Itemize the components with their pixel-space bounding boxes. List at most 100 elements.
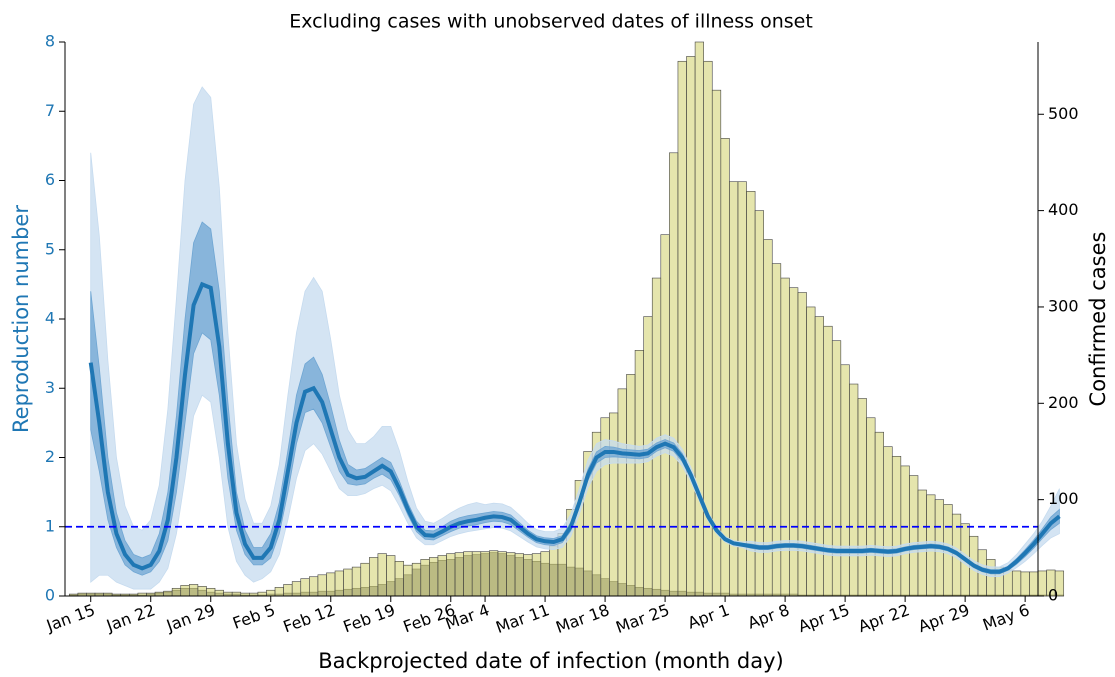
bar [746, 191, 756, 597]
y2-tick-label: 500 [1048, 104, 1079, 123]
bar [351, 566, 362, 597]
bar [377, 553, 387, 597]
bar [214, 589, 224, 597]
bar [480, 551, 490, 597]
bar [626, 374, 636, 597]
bar [523, 554, 533, 597]
y2-axis-label: Confirmed cases [1086, 232, 1110, 407]
bar [300, 578, 310, 597]
bar [334, 570, 344, 597]
bar [189, 584, 199, 597]
bar [1054, 570, 1065, 597]
x-axis-label: Backprojected date of infection (month d… [318, 649, 784, 673]
bar [549, 545, 559, 597]
r-line [88, 281, 1061, 574]
x-tick-label: Apr 15 [796, 600, 852, 636]
bar [171, 587, 182, 597]
bar [403, 564, 413, 597]
bar [669, 152, 679, 597]
x-tick-label: Mar 11 [493, 600, 552, 637]
bar [1037, 570, 1047, 597]
credible-band [90, 221, 1060, 576]
y2-tick-label: 200 [1048, 393, 1079, 412]
x-tick-label: Apr 29 [916, 600, 972, 636]
bar [1029, 571, 1039, 597]
bar [180, 585, 190, 597]
y-tick-label: 3 [45, 378, 55, 397]
x-tick-label: Apr 8 [745, 600, 792, 633]
bar [326, 572, 336, 597]
x-tick-label: Jan 29 [163, 600, 218, 635]
bar [694, 41, 704, 597]
chart-title: Excluding cases with unobserved dates of… [289, 11, 813, 33]
x-tick-label: Jan 15 [43, 600, 98, 635]
bar [257, 591, 267, 597]
x-tick-label: Feb 19 [341, 600, 398, 636]
bar [274, 587, 284, 597]
x-tick-label: Mar 18 [553, 600, 612, 637]
bar [506, 552, 516, 597]
y-tick-label: 1 [45, 516, 55, 535]
bar [883, 446, 893, 597]
bar [540, 551, 550, 597]
bar [1011, 570, 1022, 597]
bar [154, 591, 164, 597]
bar [463, 551, 473, 597]
y2-tick-label: 100 [1048, 489, 1079, 508]
bar [429, 557, 439, 597]
bar [1020, 571, 1030, 597]
x-tick-label: Jan 22 [103, 600, 158, 635]
bar [686, 56, 696, 597]
bar [754, 210, 764, 597]
bar [223, 591, 233, 597]
x-tick-label: May 6 [980, 600, 1032, 634]
y2-tick-label: 300 [1048, 296, 1079, 315]
bar [531, 553, 542, 597]
bar [394, 561, 404, 597]
credible-band [90, 86, 1060, 590]
y-tick-label: 8 [45, 32, 55, 51]
bar [206, 587, 216, 597]
y2-tick-label: 0 [1048, 586, 1058, 605]
bar [634, 350, 644, 597]
bar [617, 388, 627, 597]
bar [291, 581, 302, 597]
bar [729, 181, 739, 597]
bar [283, 584, 293, 597]
bar [874, 431, 884, 597]
y-tick-label: 6 [45, 170, 55, 189]
bar [900, 465, 910, 597]
bar [386, 555, 396, 597]
bar [711, 89, 722, 597]
bar [369, 557, 379, 597]
bar [231, 591, 242, 597]
bar [831, 340, 842, 597]
bar [454, 552, 464, 597]
y2-tick-label: 400 [1048, 200, 1079, 219]
bar [857, 398, 867, 597]
bar [411, 562, 422, 597]
y-axis-label: Reproduction number [9, 205, 33, 433]
bar [660, 234, 670, 597]
x-tick-label: Mar 25 [613, 600, 672, 637]
bar [677, 60, 687, 597]
bar [266, 589, 276, 597]
bar [489, 550, 499, 597]
y-tick-label: 2 [45, 447, 55, 466]
bar [197, 586, 207, 597]
bar [737, 181, 747, 597]
bar [437, 555, 447, 597]
bar [163, 590, 173, 597]
bar [420, 559, 430, 597]
bar [866, 417, 876, 597]
x-tick-label: Apr 22 [856, 600, 912, 636]
bar [849, 383, 859, 597]
y-tick-label: 4 [45, 309, 55, 328]
bar [909, 475, 919, 597]
bar [360, 562, 370, 597]
bar [309, 576, 319, 597]
bar [840, 364, 850, 597]
bar [497, 551, 507, 597]
y-tick-label: 7 [45, 101, 55, 120]
